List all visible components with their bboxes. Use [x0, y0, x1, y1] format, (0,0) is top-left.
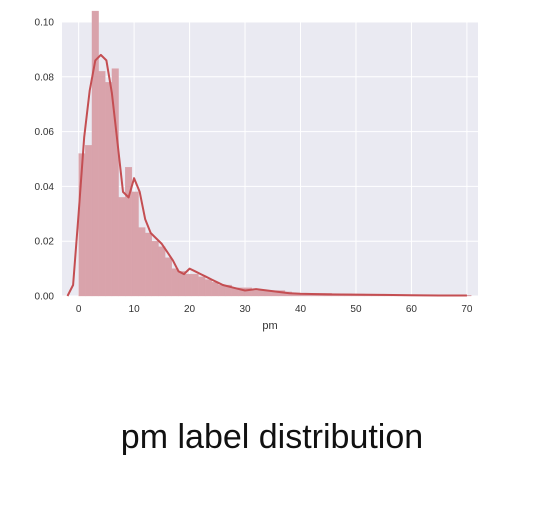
histogram-bar [165, 257, 172, 297]
y-tick-labels: 0.00 0.02 0.04 0.06 0.08 0.10 [35, 18, 55, 303]
histogram-bar [211, 282, 219, 297]
x-tick-label: 0 [76, 304, 82, 315]
y-tick-label: 0.02 [35, 237, 55, 248]
x-tick-label: 60 [406, 304, 418, 315]
histogram-bar [251, 290, 259, 297]
y-tick-label: 0.06 [35, 127, 55, 138]
histogram-bar [158, 246, 166, 297]
x-tick-label: 70 [461, 304, 473, 315]
histogram-bar [204, 279, 212, 297]
x-tick-labels: 0 10 20 30 40 50 60 70 [76, 304, 473, 315]
histogram-bars [78, 10, 472, 297]
histogram-bar [151, 241, 159, 297]
x-tick-label: 40 [295, 304, 307, 315]
x-tick-label: 30 [239, 304, 251, 315]
histogram-bar [145, 232, 153, 297]
histogram-bar [105, 82, 113, 297]
x-tick-label: 10 [129, 304, 141, 315]
chart-svg: 0.00 0.02 0.04 0.06 0.08 0.10 0 10 20 30 40 50 60 70… [35, 10, 478, 332]
figure-caption: pm label distribution [120, 418, 424, 456]
y-tick-label: 0.10 [35, 18, 55, 29]
x-tick-label: 50 [350, 304, 362, 315]
x-tick-label: 20 [184, 304, 196, 315]
histogram-bar [131, 191, 139, 297]
y-tick-label: 0.08 [35, 72, 55, 83]
distribution-chart: 0.00 0.02 0.04 0.06 0.08 0.10 0 10 20 30 40 50 60 70… [35, 10, 478, 332]
histogram-bar [91, 10, 99, 297]
x-axis-label: pm [262, 320, 277, 332]
histogram-bar [191, 273, 199, 297]
histogram-bar [258, 290, 266, 297]
y-tick-label: 0.04 [35, 182, 55, 193]
y-tick-label: 0.00 [35, 292, 55, 303]
histogram-bar [184, 273, 192, 297]
histogram-bar [98, 71, 106, 297]
histogram-bar [171, 268, 179, 297]
histogram-bar [85, 145, 93, 297]
histogram-bar [138, 227, 146, 297]
histogram-bar [198, 276, 206, 297]
histogram-bar [118, 197, 126, 297]
histogram-bar [218, 284, 226, 297]
histogram-bar [111, 68, 119, 297]
kde-line [66, 53, 467, 297]
